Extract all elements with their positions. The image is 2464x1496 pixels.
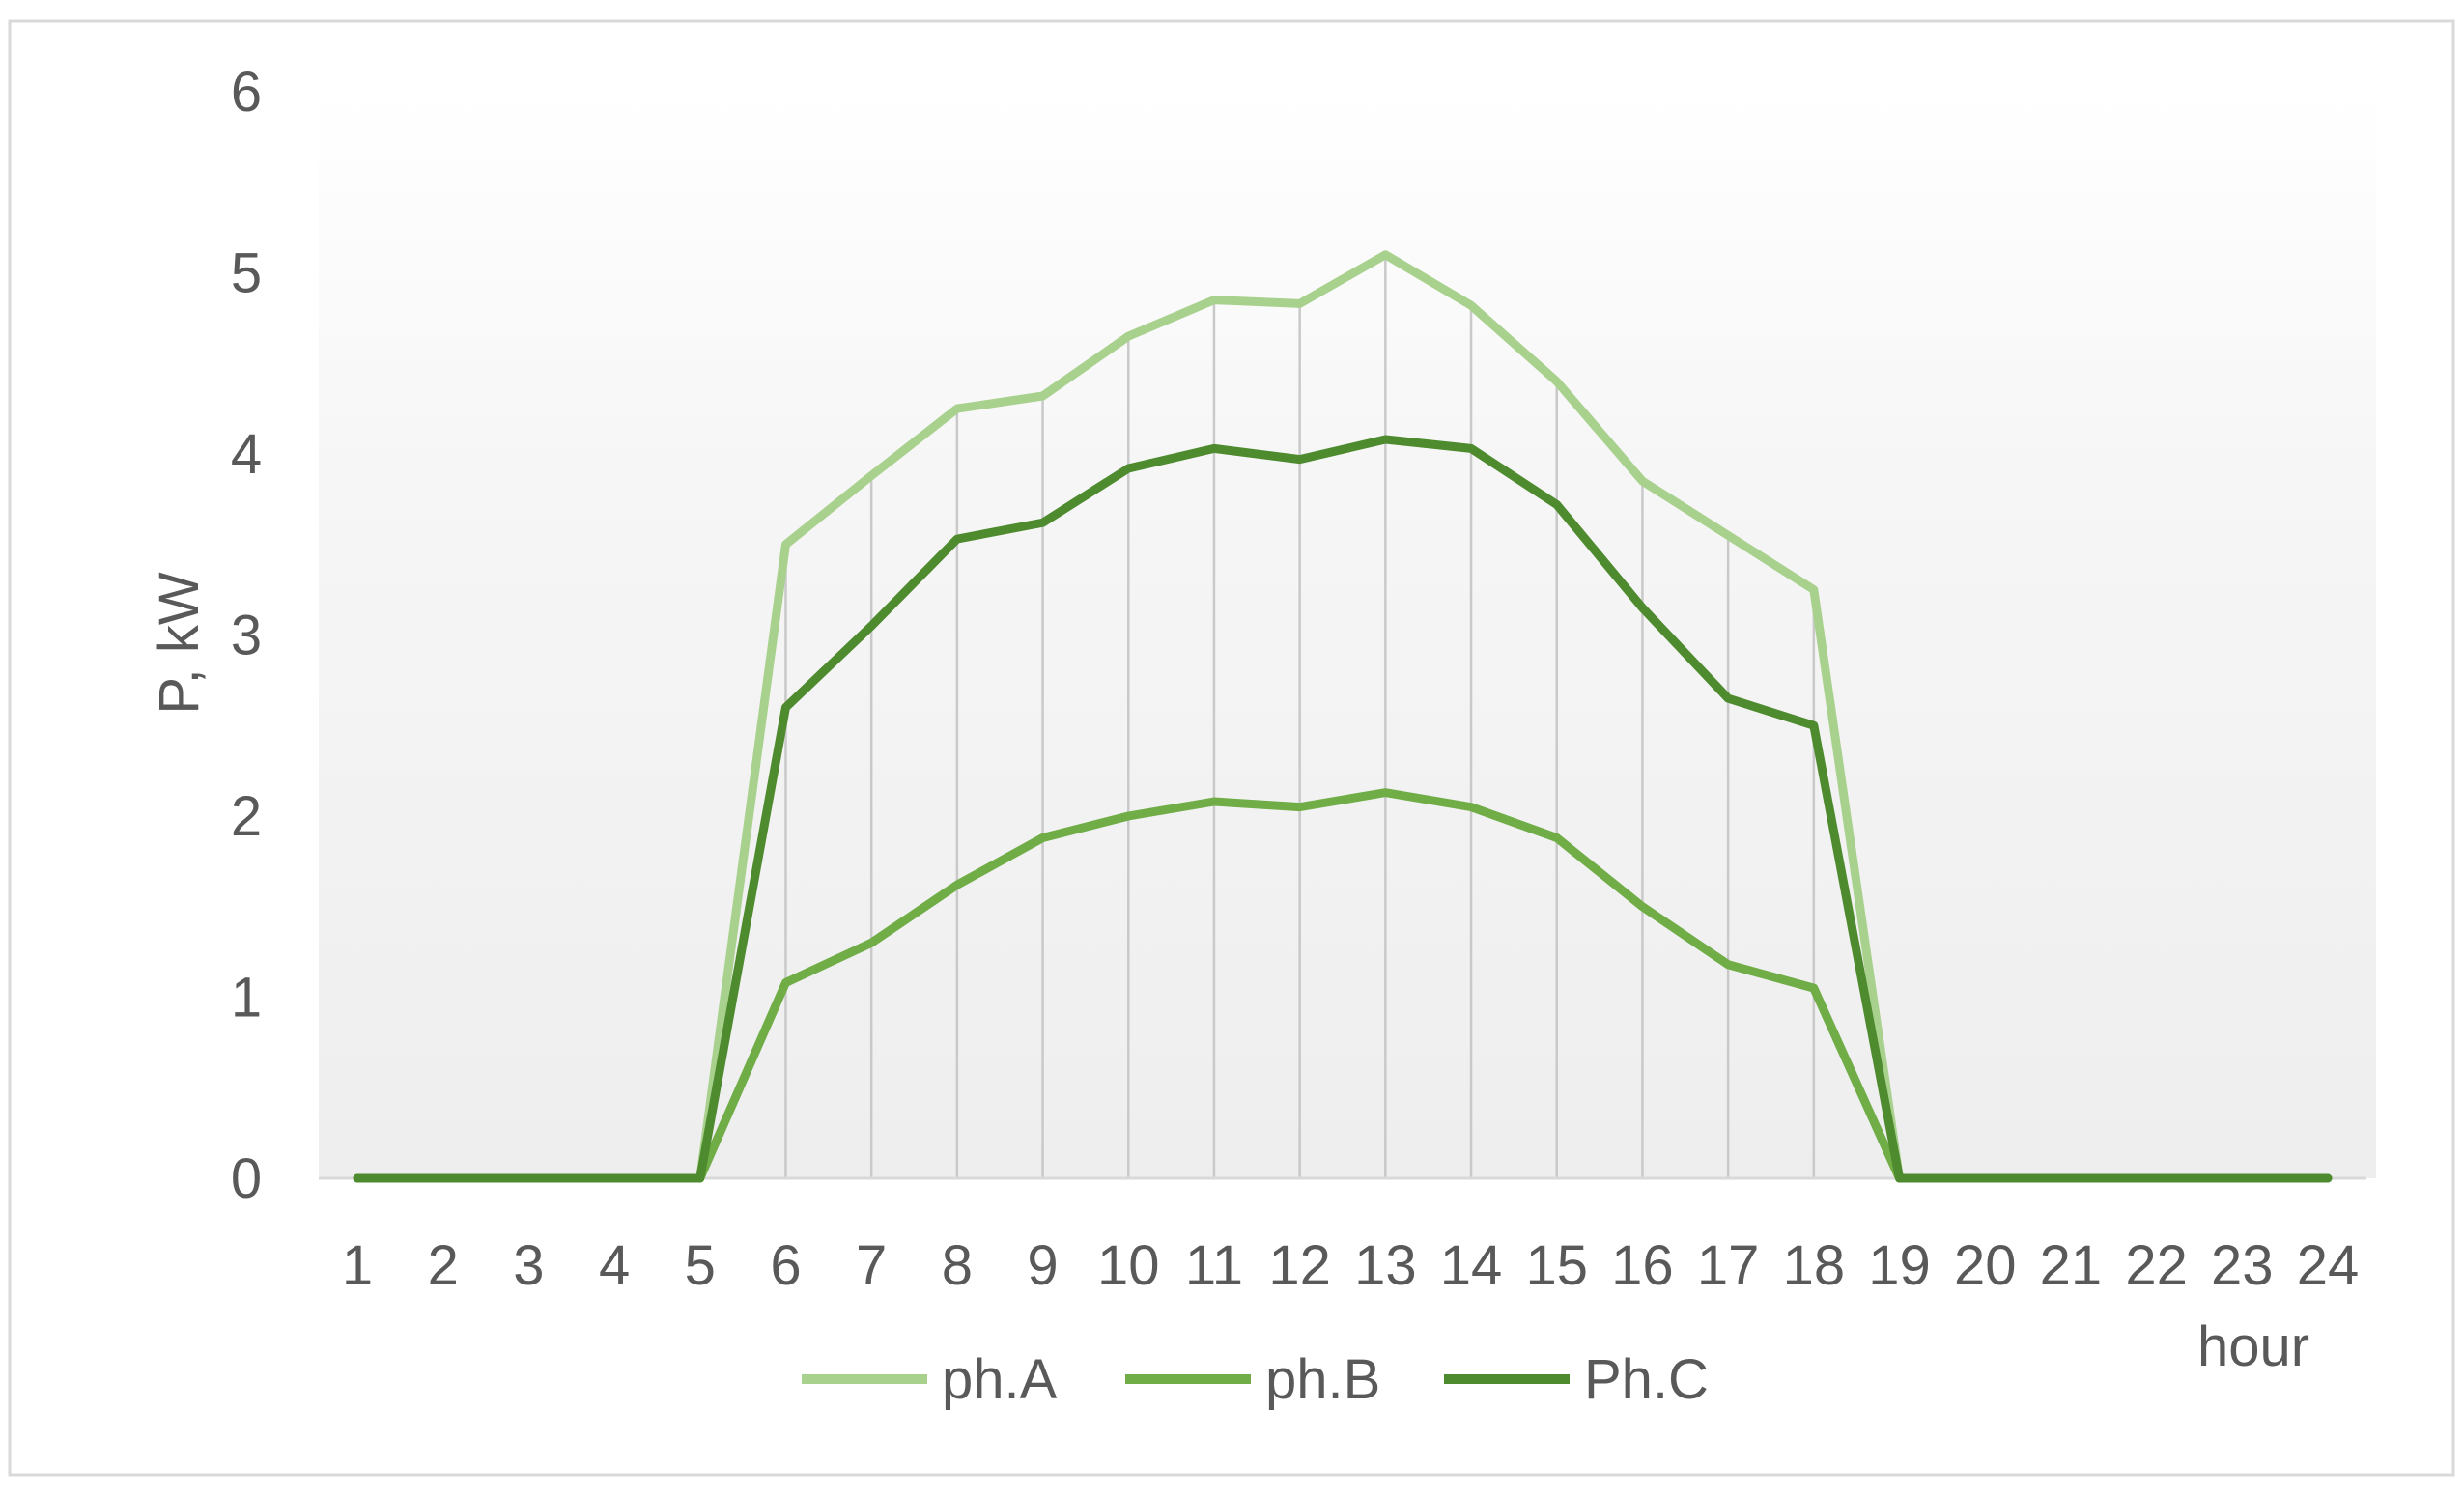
y-tick-label-4: 4 — [231, 423, 262, 486]
x-axis-title: hour — [2197, 1315, 2309, 1378]
x-tick-label-4: 4 — [599, 1234, 630, 1297]
x-tick-label-12: 12 — [1268, 1234, 1331, 1297]
legend-item-ph-c: Ph.C — [1444, 1348, 1709, 1411]
y-tick-label-0: 0 — [231, 1147, 262, 1210]
x-tick-label-7: 7 — [856, 1234, 887, 1297]
x-tick-label-16: 16 — [1611, 1234, 1674, 1297]
x-tick-label-23: 23 — [2211, 1234, 2274, 1297]
legend-label: ph.A — [942, 1348, 1058, 1411]
x-tick-label-22: 22 — [2125, 1234, 2188, 1297]
x-tick-label-2: 2 — [428, 1234, 459, 1297]
x-tick-label-8: 8 — [942, 1234, 973, 1297]
x-tick-label-5: 5 — [685, 1234, 716, 1297]
y-axis-title: P, kW — [148, 572, 211, 714]
x-tick-label-1: 1 — [342, 1234, 373, 1297]
x-tick-label-6: 6 — [770, 1234, 801, 1297]
x-tick-label-15: 15 — [1525, 1234, 1588, 1297]
x-tick-label-11: 11 — [1185, 1234, 1243, 1297]
x-tick-label-13: 13 — [1354, 1234, 1417, 1297]
legend-label: Ph.C — [1584, 1348, 1709, 1411]
y-tick-label-3: 3 — [231, 605, 262, 667]
x-tick-label-24: 24 — [2297, 1234, 2360, 1297]
y-tick-label-6: 6 — [231, 61, 262, 124]
x-tick-label-3: 3 — [513, 1234, 544, 1297]
x-tick-label-9: 9 — [1027, 1234, 1058, 1297]
x-tick-label-20: 20 — [1954, 1234, 2017, 1297]
y-tick-label-5: 5 — [231, 242, 262, 305]
x-axis-ticks: 1 2 3 4 5 6 7 8 9 10 11 12 13 14 15 16 17 18 19 20 21 22 23 24 — [342, 1234, 2359, 1297]
series-line-ph-c — [353, 435, 2333, 1183]
legend-label: ph.B — [1265, 1348, 1380, 1411]
x-tick-label-18: 18 — [1783, 1234, 1846, 1297]
legend-item-ph-a: ph.A — [802, 1348, 1058, 1411]
legend-item-ph-b: ph.B — [1125, 1348, 1380, 1411]
x-tick-label-21: 21 — [2040, 1234, 2103, 1297]
y-axis-ticks: 0 1 2 3 4 5 6 — [231, 61, 262, 1210]
x-tick-label-10: 10 — [1097, 1234, 1160, 1297]
y-tick-label-2: 2 — [231, 785, 262, 848]
legend: ph.A ph.B Ph.C — [802, 1348, 1709, 1411]
x-tick-label-19: 19 — [1868, 1234, 1931, 1297]
x-tick-label-17: 17 — [1697, 1234, 1760, 1297]
x-tick-label-14: 14 — [1440, 1234, 1503, 1297]
y-tick-label-1: 1 — [231, 967, 262, 1030]
series-lines — [353, 250, 2333, 1183]
plot-area — [319, 92, 2376, 1178]
